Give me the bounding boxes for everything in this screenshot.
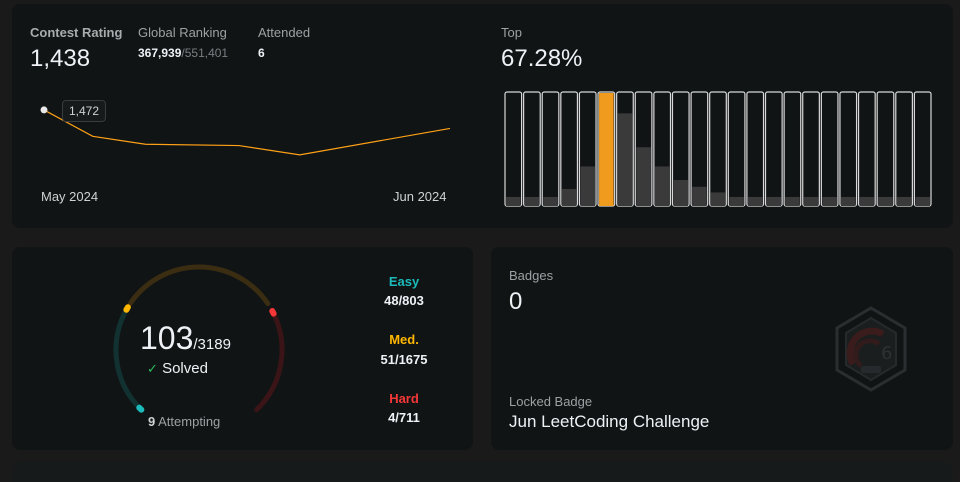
medium-count: 51/1675 — [380, 352, 428, 367]
locked-badge-label: Locked Badge — [509, 394, 593, 409]
histogram-bar — [710, 192, 726, 206]
histogram-slot — [541, 91, 560, 207]
histogram-bar — [561, 189, 577, 206]
contest-rating-value: 1,438 — [30, 45, 91, 72]
histogram-bar-highlight — [599, 93, 614, 206]
global-ranking-label: Global Ranking — [138, 25, 227, 40]
histogram-slot — [802, 91, 820, 207]
histogram-slot — [764, 91, 783, 207]
histogram-slot — [523, 91, 541, 207]
svg-text:6: 6 — [881, 343, 892, 364]
ring-easy-progress — [136, 404, 145, 413]
rating-line — [43, 109, 451, 156]
histogram-slot — [709, 91, 727, 207]
locked-badge-name[interactable]: Jun LeetCoding Challenge — [509, 412, 710, 431]
medium-label: Med. — [389, 332, 419, 347]
histogram-slot — [783, 91, 802, 207]
histogram-bar — [636, 147, 651, 206]
histogram-bar — [822, 196, 837, 206]
hard-label: Hard — [389, 391, 419, 406]
contest-card: Contest Rating 1,438 Global Ranking 367,… — [12, 4, 953, 228]
global-rank-total: /551,401 — [181, 46, 229, 60]
x-axis-end-label: Jun 2024 — [393, 189, 447, 204]
rating-point[interactable] — [91, 134, 95, 138]
top-percentage: 67.28% — [501, 45, 583, 72]
rating-point[interactable] — [298, 153, 302, 157]
rating-point[interactable] — [237, 144, 241, 148]
solved-status: ✓ Solved — [147, 360, 208, 377]
solved-count: 103 — [140, 320, 194, 356]
histogram-bar — [896, 196, 912, 206]
top-percentage-histogram[interactable] — [504, 91, 932, 208]
histogram-bar — [506, 196, 521, 206]
solved-label: Solved — [162, 360, 208, 377]
check-icon: ✓ — [147, 361, 158, 376]
histogram-bar — [692, 186, 707, 206]
histogram-bar — [543, 196, 558, 206]
histogram-bar — [859, 196, 875, 206]
histogram-bar — [580, 166, 596, 206]
ring-medium-track — [127, 264, 271, 307]
histogram-slot — [820, 91, 839, 207]
ring-easy-track — [113, 308, 144, 413]
histogram-slot — [746, 91, 765, 207]
histogram-slot — [560, 91, 579, 207]
global-ranking-value: 367,939/551,401 — [138, 46, 228, 60]
attempting-label: Attempting — [158, 414, 221, 429]
solved-card: 103/3189 ✓ Solved 9 Attempting Easy 48/8… — [12, 247, 473, 450]
attempting-info: 9 Attempting — [148, 414, 220, 429]
top-label: Top — [501, 25, 522, 40]
histogram-bar — [915, 196, 930, 206]
solved-total: /3189 — [193, 336, 231, 353]
x-axis-start-label: May 2024 — [41, 189, 99, 204]
histogram-slot — [839, 91, 858, 207]
histogram-bar — [766, 196, 782, 206]
badges-label: Badges — [509, 268, 554, 283]
histogram-slot — [895, 91, 913, 207]
rating-point[interactable] — [448, 126, 452, 130]
histogram-bar — [617, 113, 633, 206]
histogram-slot — [727, 91, 746, 207]
histogram-bar — [785, 196, 800, 206]
ring-hard-progress — [269, 308, 277, 317]
histogram-bar — [524, 196, 540, 206]
ring-medium-progress — [123, 304, 131, 313]
rating-line-chart[interactable] — [32, 92, 462, 182]
rating-point[interactable] — [144, 142, 148, 146]
rating-tooltip: 1,472 — [62, 100, 107, 122]
histogram-bar — [803, 196, 819, 206]
histogram-slot — [857, 91, 876, 207]
badges-count: 0 — [509, 288, 523, 315]
contest-rating-label: Contest Rating — [30, 25, 123, 40]
easy-label: Easy — [388, 274, 420, 289]
ring-hard-track — [254, 308, 285, 413]
histogram-bar — [729, 196, 744, 206]
hard-count: 4/711 — [388, 410, 420, 425]
solved-count-wrap: 103/3189 — [140, 320, 231, 357]
histogram-bar — [840, 196, 856, 206]
histogram-slot — [876, 91, 895, 207]
badges-card: Badges 0 6 Locked Badge Jun LeetCoding C… — [491, 247, 953, 450]
jun-challenge-badge-icon[interactable]: 6 — [831, 304, 911, 394]
rating-point[interactable] — [40, 106, 48, 114]
attended-value: 6 — [258, 46, 265, 60]
attempting-count: 9 — [148, 414, 156, 429]
global-rank: 367,939 — [138, 46, 182, 60]
bottom-card-edge — [12, 462, 953, 482]
histogram-bar — [878, 196, 893, 206]
solved-progress-ring — [113, 264, 285, 413]
easy-count: 48/803 — [384, 293, 424, 308]
histogram-bar — [747, 196, 763, 206]
histogram-slot — [504, 91, 523, 207]
histogram-slot — [913, 91, 932, 207]
histogram-bar — [673, 180, 689, 206]
attended-label: Attended — [258, 25, 311, 40]
histogram-bar — [654, 166, 670, 206]
